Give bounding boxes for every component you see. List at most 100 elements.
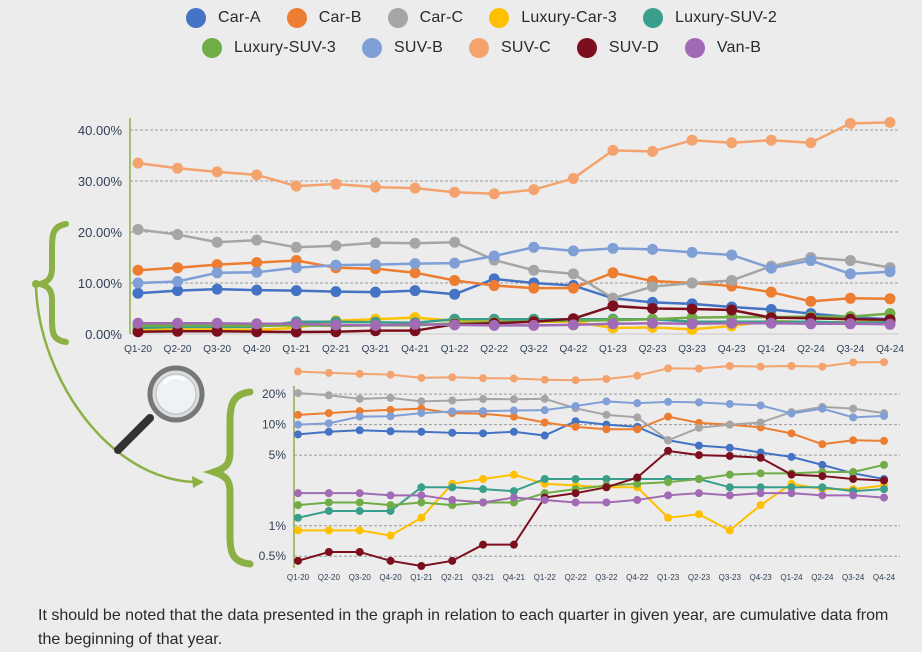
x-tick-label: Q3-23 [719, 573, 742, 582]
x-tick-label: Q2-22 [564, 573, 587, 582]
zoom-indicator [32, 221, 254, 568]
data-point [132, 157, 144, 169]
data-point [664, 491, 673, 500]
data-point [756, 469, 765, 478]
data-point [132, 287, 144, 299]
data-point [386, 393, 395, 402]
data-point [355, 407, 364, 416]
data-point [765, 134, 777, 146]
data-point [818, 491, 827, 500]
data-point [726, 249, 738, 261]
data-point [540, 406, 549, 415]
data-point [725, 470, 734, 479]
legend-swatch [387, 8, 408, 28]
legend-swatch [362, 38, 382, 58]
series-line [297, 400, 885, 426]
data-point [355, 506, 364, 515]
data-point [849, 491, 858, 500]
data-point [725, 399, 734, 408]
data-point [726, 274, 738, 286]
brace-marker-dot [32, 280, 40, 288]
data-point [251, 234, 263, 246]
x-tick-label: Q4-23 [718, 344, 746, 355]
legend-swatch [202, 38, 222, 58]
data-point [172, 317, 184, 329]
data-point [765, 317, 777, 329]
data-point [818, 362, 827, 371]
legend-item: Car-C [387, 8, 464, 28]
data-point [528, 264, 540, 276]
data-point [386, 531, 395, 540]
data-point [386, 506, 395, 515]
data-point [251, 169, 263, 181]
legend: Car-A Car-B Car-C Luxury-Car-3 Luxury-SUV-2 … [0, 0, 922, 70]
data-point [880, 411, 888, 420]
data-point [725, 361, 734, 370]
data-point [330, 240, 342, 252]
data-point [324, 548, 333, 557]
data-point [844, 255, 856, 267]
data-point [664, 397, 673, 406]
legend-item: Luxury-Car-3 [489, 8, 617, 28]
data-point [567, 282, 579, 294]
legend-label: Luxury-SUV-3 [234, 39, 336, 56]
data-point [294, 556, 302, 565]
data-point [633, 371, 642, 380]
x-tick-label: Q1-23 [599, 344, 627, 355]
data-point [725, 483, 734, 492]
series-line [137, 246, 891, 285]
data-point [567, 172, 579, 184]
data-point [324, 391, 333, 400]
data-point [324, 526, 333, 535]
series-line [298, 492, 885, 504]
data-point [386, 370, 395, 379]
data-point [844, 292, 856, 304]
x-tick-label: Q1-22 [441, 344, 469, 355]
data-point [369, 286, 381, 298]
series-line [137, 121, 891, 196]
data-point [787, 489, 796, 498]
data-point [369, 237, 381, 249]
data-point [540, 394, 549, 403]
zoom-line-chart: 0.5% 1% 5% 10% 20% Q1-20 Q2-20 Q3-20 Q4-20 Q1-21 Q… [259, 358, 900, 582]
data-point [409, 267, 421, 279]
data-point [355, 394, 364, 403]
data-point [251, 257, 263, 269]
x-tick-label: Q4-20 [379, 573, 402, 582]
data-point [756, 453, 765, 462]
data-point [818, 404, 827, 413]
data-point [756, 418, 765, 427]
x-tick-label: Q4-22 [626, 573, 649, 582]
data-point [509, 412, 518, 421]
data-point [417, 373, 426, 382]
data-point [571, 474, 580, 483]
x-tick-label: Q3-21 [472, 573, 495, 582]
data-point [355, 369, 364, 378]
data-point [449, 236, 461, 248]
data-point [664, 446, 673, 455]
data-point [884, 293, 896, 305]
y-tick-label: 20% [262, 387, 286, 401]
data-point [417, 491, 426, 500]
data-point [324, 368, 333, 377]
data-point [880, 358, 888, 367]
data-point [449, 257, 461, 269]
data-point [509, 540, 518, 549]
data-point [571, 376, 580, 385]
data-point [571, 422, 580, 431]
data-point [417, 409, 426, 418]
data-point [330, 178, 342, 190]
data-point [571, 498, 580, 507]
right-brace-icon [202, 388, 254, 568]
data-point [172, 275, 184, 287]
data-point [805, 137, 817, 149]
data-point [294, 489, 302, 498]
data-point [805, 318, 817, 330]
data-point [448, 556, 457, 565]
series-line [297, 477, 885, 519]
data-point [528, 319, 540, 331]
data-point [386, 427, 395, 436]
x-tick-label: Q2-24 [811, 573, 834, 582]
data-point [844, 117, 856, 129]
legend-item: SUV-B [362, 38, 443, 58]
